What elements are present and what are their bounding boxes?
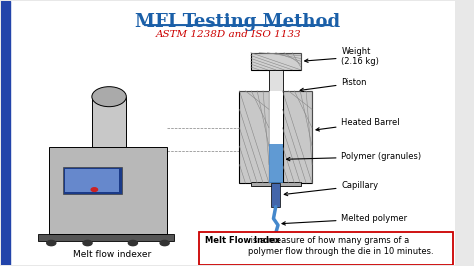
Circle shape (128, 240, 137, 246)
Text: is a measure of how many grams of a
polymer flow through the die in 10 minutes.: is a measure of how many grams of a poly… (247, 236, 433, 256)
Text: Heated Barrel: Heated Barrel (316, 118, 400, 131)
Text: MFI Testing Method: MFI Testing Method (135, 13, 340, 31)
Bar (49, 147, 167, 234)
Bar (239, 91, 269, 183)
Bar (63, 167, 121, 194)
Bar (269, 70, 283, 112)
Text: ASTM 1238D and ISO 1133: ASTM 1238D and ISO 1133 (155, 30, 301, 39)
Bar (269, 144, 283, 183)
Bar (271, 183, 280, 207)
Text: Melt flow indexer: Melt flow indexer (73, 250, 152, 259)
Text: Capillary: Capillary (284, 181, 379, 196)
Text: Weight
(2.16 kg): Weight (2.16 kg) (305, 47, 379, 66)
Bar (283, 91, 312, 183)
Bar (65, 169, 119, 192)
Circle shape (92, 87, 127, 107)
Text: Piston: Piston (300, 78, 367, 92)
Circle shape (47, 240, 56, 246)
FancyBboxPatch shape (199, 232, 453, 265)
Circle shape (160, 240, 169, 246)
Bar (269, 91, 283, 183)
Bar (251, 53, 301, 70)
Text: Polymer (granules): Polymer (granules) (287, 152, 421, 161)
Bar (37, 234, 173, 241)
Circle shape (91, 188, 98, 192)
Circle shape (83, 240, 92, 246)
Text: Melt Flow Index: Melt Flow Index (205, 236, 281, 245)
Bar (1, 1, 9, 265)
Text: Melted polymer: Melted polymer (282, 214, 408, 225)
Bar (92, 97, 126, 147)
Bar (251, 182, 301, 186)
